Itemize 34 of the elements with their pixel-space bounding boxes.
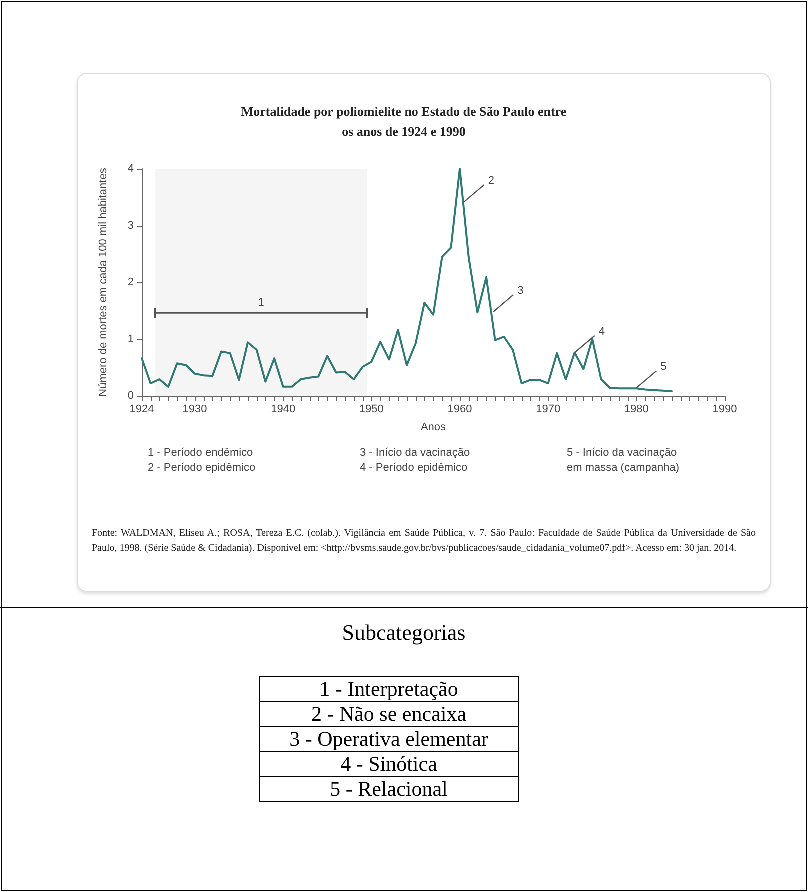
text: 5 - Início da vacinação em massa (campanha) — [567, 446, 680, 476]
text: 1 - Interpretação — [260, 676, 518, 702]
text: 2 - Período epidêmico — [148, 461, 256, 476]
y-tick-label: 0 — [128, 390, 134, 402]
line-series — [141, 168, 673, 392]
text: 3 - Operativa elementar — [260, 726, 518, 752]
y-axis-title: Número de mortes em cada 100 mil habitantes — [98, 168, 110, 397]
chart-title: Mortalidade por poliomielite no Estado de São Paulo entre os anos de 1924 e 1990 — [240, 103, 568, 141]
text: 4 - Período epidêmico — [360, 461, 468, 476]
y-tick-label: 1 — [128, 333, 134, 346]
text: 3 - Início da vacinação — [360, 446, 470, 461]
text: 4 - Sinótica — [260, 752, 518, 776]
x-tick-label: 1940 — [271, 404, 296, 416]
annotation: 3 — [518, 285, 524, 298]
x-axis-title: Anos — [420, 422, 447, 434]
x-tick-label: 1990 — [712, 404, 738, 416]
annotation: 5 — [660, 361, 667, 374]
text: Subcategorias — [341, 620, 467, 646]
x-tick-label: 1950 — [359, 404, 384, 416]
band-label: 1 — [258, 297, 264, 310]
annotation: 4 — [598, 326, 605, 338]
x-tick-label: 1960 — [448, 404, 472, 416]
x-tick-label: 1970 — [536, 404, 561, 416]
y-tick-label: 4 — [128, 163, 134, 175]
x-tick-label: 1924 — [130, 404, 154, 416]
x-tick-label: 1980 — [624, 404, 649, 416]
text: 1 - Período endêmico — [148, 446, 254, 461]
text: 5 - Relacional — [260, 776, 518, 802]
x-tick-label: 1930 — [182, 404, 208, 416]
source-note: Fonte: WALDMAN, Eliseu A.; ROSA, Tereza E.C. (colab.). Vigilância em Saúde Pública, v. 7. São Paulo: Faculdade de Saúde Pública da Universidade de São Paulo, 1998. (Série Saúde & Cidadania). Disponível em: <http://bvsms.saude.gov.br/bvs/publicacoes/saude_cidadania_volume07.pdf>. Acesso em: 30 jan. 2014. — [92, 527, 756, 556]
text: 2 - Não se encaixa — [260, 702, 518, 726]
y-tick-label: 2 — [128, 276, 134, 288]
annotation: 2 — [488, 174, 495, 187]
y-tick-label: 3 — [128, 220, 134, 232]
